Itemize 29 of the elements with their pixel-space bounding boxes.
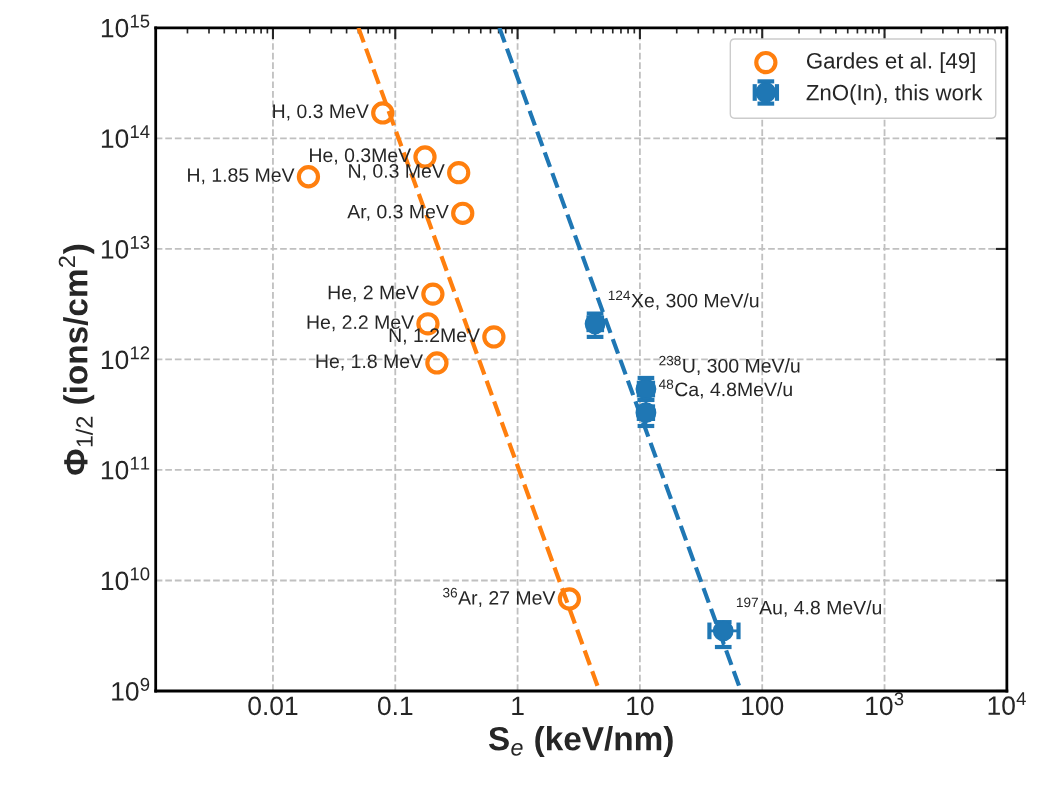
y-tick-label: 10$^{10}$ [101,567,150,591]
x-tick-label: 10$^{4}$ [988,692,1026,716]
x-tick-label: 0.01 [248,696,298,716]
annotation: $^{238}$U, 300 MeV/u [659,355,800,375]
annotation: $^{197}$Au, 4.8 MeV/u [736,597,882,617]
y-tick-label: 10$^{13}$ [101,235,150,259]
x-tick-label: 0.1 [377,696,413,716]
x-tick-label: 10$^{3}$ [866,692,904,716]
y-tick-label: 10$^{15}$ [101,14,150,38]
y-tick-label: 10$^{11}$ [101,456,150,480]
x-tick-label: 100 [742,696,784,716]
y-axis-title: Φ$_{1/2}$ (ions/cm$^{2}$) [58,244,95,475]
annotation: $^{124}$Xe, 300 MeV/u [608,290,759,310]
legend-label: ZnO(In), this work [806,84,983,105]
legend-label: Gardes et al. [49] [806,52,975,74]
x-tick-label: 10 [627,696,654,716]
annotation: H, 0.3 MeV [273,104,369,121]
y-tick-label: 10$^{14}$ [101,125,150,149]
annotation: H, 1.85 MeV [188,168,295,185]
annotation: N, 0.3 MeV [349,164,445,181]
x-tick-label: 1 [512,696,524,715]
y-tick-label: 10$^{12}$ [101,346,150,370]
annotation: $^{48}$Ca, 4.8MeV/u [658,379,792,399]
y-tick-label: 10$^{9}$ [112,677,150,701]
annotation: He, 2 MeV [328,285,419,302]
x-axis-title: S$_{e}$ (keV/nm) [488,726,673,758]
annotation: $^{36}$Ar, 27 MeV [443,587,556,608]
annotation: Ar, 0.3 MeV [347,204,449,221]
annotation: He, 1.8 MeV [316,354,423,371]
